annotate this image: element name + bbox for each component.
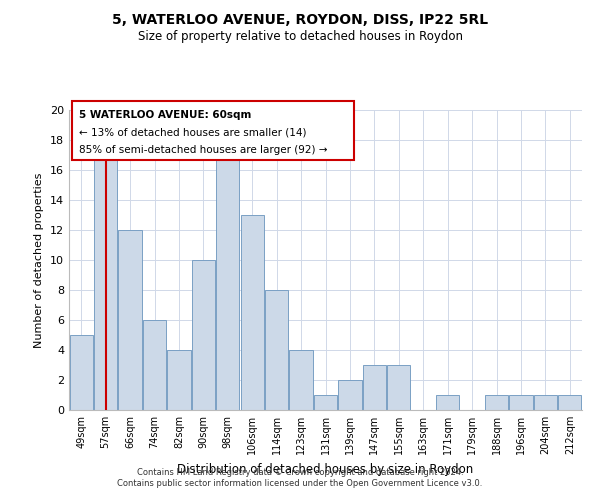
Bar <box>485 395 508 410</box>
Bar <box>118 230 142 410</box>
Text: ← 13% of detached houses are smaller (14): ← 13% of detached houses are smaller (14… <box>79 128 307 138</box>
Text: 5, WATERLOO AVENUE, ROYDON, DISS, IP22 5RL: 5, WATERLOO AVENUE, ROYDON, DISS, IP22 5… <box>112 12 488 26</box>
Bar <box>534 395 557 410</box>
Bar <box>265 290 288 410</box>
Bar <box>436 395 459 410</box>
Y-axis label: Number of detached properties: Number of detached properties <box>34 172 44 348</box>
Text: Contains HM Land Registry data © Crown copyright and database right 2024.
Contai: Contains HM Land Registry data © Crown c… <box>118 468 482 487</box>
Bar <box>143 320 166 410</box>
Bar <box>558 395 581 410</box>
Bar <box>241 215 264 410</box>
Bar <box>94 155 117 410</box>
FancyBboxPatch shape <box>71 101 354 160</box>
Bar <box>509 395 533 410</box>
Bar <box>192 260 215 410</box>
Bar <box>70 335 93 410</box>
Text: 5 WATERLOO AVENUE: 60sqm: 5 WATERLOO AVENUE: 60sqm <box>79 110 251 120</box>
Text: Size of property relative to detached houses in Roydon: Size of property relative to detached ho… <box>137 30 463 43</box>
X-axis label: Distribution of detached houses by size in Roydon: Distribution of detached houses by size … <box>178 462 473 475</box>
Bar <box>216 155 239 410</box>
Bar <box>167 350 191 410</box>
Bar <box>289 350 313 410</box>
Bar <box>363 365 386 410</box>
Bar <box>338 380 362 410</box>
Bar <box>387 365 410 410</box>
Bar <box>314 395 337 410</box>
Text: 85% of semi-detached houses are larger (92) →: 85% of semi-detached houses are larger (… <box>79 145 328 155</box>
